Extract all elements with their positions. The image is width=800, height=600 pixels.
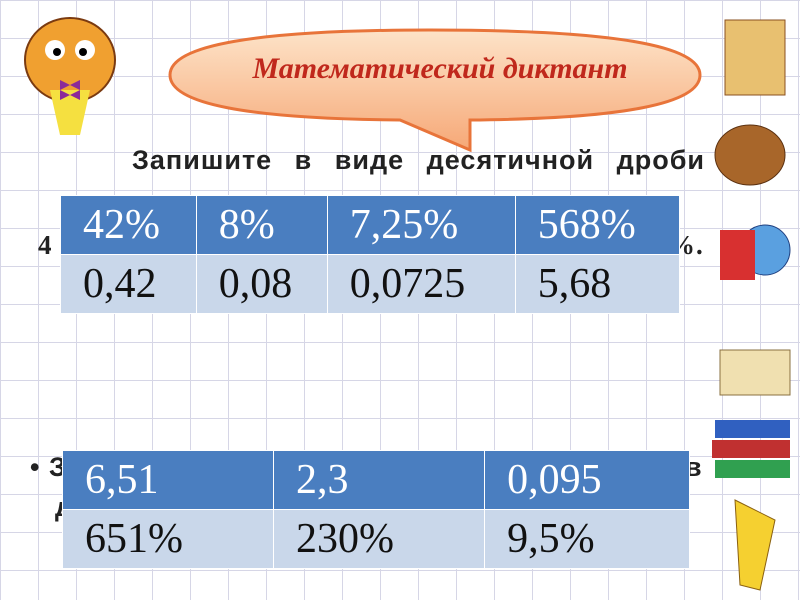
header-row: 42% 8% 7,25% 568%	[60, 195, 681, 255]
task-fragment: З	[48, 452, 67, 482]
side-icons	[712, 19, 791, 591]
table: 6,51 2,3 0,095 651% 230% 9,5%	[61, 450, 690, 569]
cell: 6,51	[61, 450, 275, 510]
cat-icon	[24, 17, 116, 135]
task-fragment: • З	[30, 452, 67, 482]
cell: 0,08	[195, 254, 328, 314]
body-row: 0,42 0,08 0,0725 5,68	[60, 254, 681, 314]
title: Математический диктант	[252, 52, 628, 85]
header-row: 6,51 2,3 0,095	[61, 450, 690, 510]
cell: 568%	[514, 195, 681, 255]
table: 42% 8% 7,25% 568% 0,42 0,08 0,0725 5,68	[60, 195, 681, 314]
cell: 2,3	[273, 450, 486, 510]
cell: 5,68	[514, 254, 681, 314]
cell: 8%	[195, 195, 328, 255]
cell: 230%	[273, 509, 486, 569]
cell: 7,25%	[326, 195, 516, 255]
cell: 0,095	[484, 450, 690, 510]
cell: 9,5%	[484, 509, 690, 569]
task-text: Запишите в виде десятичной дроби	[132, 145, 705, 175]
task-fragment: 4	[38, 230, 53, 260]
cell: 651%	[61, 509, 275, 569]
cell: 42%	[60, 195, 197, 255]
body-row: 651% 230% 9,5%	[61, 509, 690, 569]
cell: 0,42	[60, 254, 197, 314]
cell: 0,0725	[326, 254, 516, 314]
title-bubble	[168, 28, 702, 153]
